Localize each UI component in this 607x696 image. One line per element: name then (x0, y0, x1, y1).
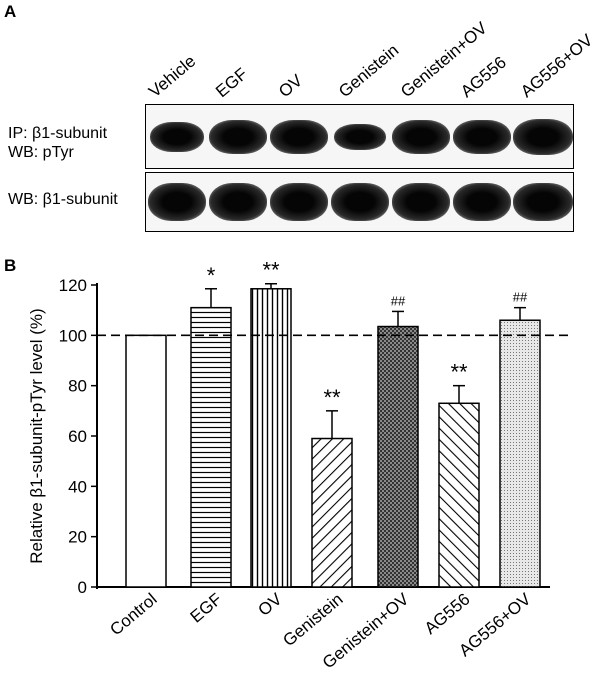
y-tick-label-0: 0 (78, 578, 87, 597)
ip-band-4 (391, 119, 450, 154)
annotation-4: ## (391, 293, 406, 308)
bar-2 (250, 288, 292, 588)
wb-band-5 (452, 183, 511, 221)
annotation-5: ** (450, 360, 468, 385)
lane-label-2: OV (275, 70, 307, 102)
blot-ip-pTyr (145, 104, 574, 169)
lane-label-1: EGF (212, 64, 252, 102)
annotation-1: * (207, 263, 216, 288)
panel-b-letter: B (4, 256, 17, 275)
x-category-label-1: EGF (187, 590, 226, 627)
x-category-label-0: Control (106, 590, 160, 640)
bar-chart: 0 20 40 60 80 100 120 Relative β1-subunit-pTyr … (27, 258, 572, 672)
wb-band-3 (330, 183, 389, 221)
wb-band-4 (391, 183, 450, 221)
annotation-6: ## (513, 290, 528, 305)
y-tick-label-5: 100 (59, 326, 87, 345)
wb-band-2 (269, 183, 328, 221)
blot1-label-line2: WB: pTyr (8, 144, 74, 161)
y-tick-label-3: 60 (68, 427, 87, 446)
lane-label-3: Genistein (335, 40, 403, 102)
lane-label-0: Vehicle (145, 51, 200, 102)
ip-band-0 (149, 121, 204, 152)
ip-band-1 (208, 119, 267, 154)
x-category-label-2: OV (255, 589, 287, 620)
annotation-2: ** (262, 258, 280, 283)
y-axis-label: Relative β1-subunit-pTyr level (%) (27, 308, 46, 563)
ip-band-3 (333, 123, 386, 150)
y-tick-label-4: 80 (68, 377, 87, 396)
blot2-label: WB: β1-subunit (8, 191, 118, 208)
wb-band-6 (512, 183, 573, 221)
blot-beta1 (145, 172, 574, 232)
bar-3 (311, 437, 353, 588)
y-tick-label-1: 20 (68, 528, 87, 547)
y-tick-label-2: 40 (68, 477, 87, 496)
bar-6 (499, 319, 541, 588)
ip-band-5 (452, 119, 511, 154)
y-tick-label-6: 120 (59, 276, 87, 295)
bar-5 (438, 402, 480, 588)
bar-0 (125, 334, 167, 588)
bar-1 (190, 306, 232, 588)
lane-label-5: AG556 (457, 52, 510, 102)
lane-label-6: AG556+OV (517, 30, 597, 102)
wb-band-0 (147, 183, 206, 221)
blot1-label: IP: β1-subunit WB: pTyr (8, 124, 107, 162)
panel-a-letter: A (4, 2, 17, 21)
ip-band-2 (269, 119, 328, 154)
wb-band-1 (208, 183, 267, 221)
blot1-label-line1: IP: β1-subunit (8, 125, 108, 142)
x-category-label-5: AG556 (421, 590, 474, 639)
annotation-3: ** (323, 385, 341, 410)
ip-band-6 (512, 118, 573, 155)
x-category-label-3: Genistein (279, 590, 346, 651)
bar-4 (377, 325, 419, 588)
